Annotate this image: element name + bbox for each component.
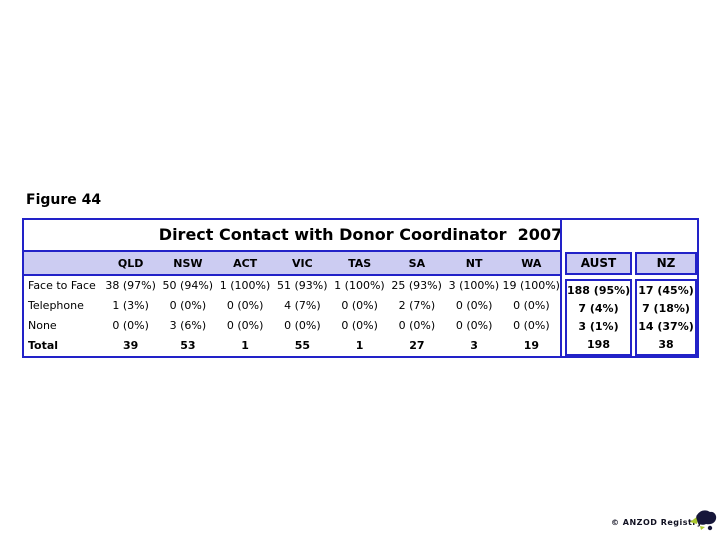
cell-value: 1 [355,339,364,352]
cell-value: 7 (4%) [578,301,619,315]
anzod-registry-credit: © ANZOD Registry [611,518,703,527]
cell-value: 38 (97%) [105,279,156,292]
section-divider [560,220,562,356]
cell-value: 1 (3%) [112,299,149,312]
cell-value: 0 (0%) [169,299,207,312]
cell-value: 3 (1%) [578,320,619,334]
table-row-none: None 0 (0%) 3 (6%) 0 (0%) 0 (0%) 0 (0%) … [24,316,560,336]
cell-value: 0 (0%) [455,299,493,312]
cell-value: 19 (100%) [502,279,560,292]
cell-value: 1 (100%) [334,279,385,292]
column-header-vic: VIC [292,256,313,270]
cell-value: 1 [241,339,249,352]
table-title: Direct Contact with Donor Coordinator 20… [158,225,563,244]
column-header-sa: SA [408,256,426,270]
cell-value: 0 (0%) [398,319,436,332]
cell-value: 0 (0%) [112,319,149,332]
cell-value: 17 (45%) [638,283,694,297]
column-header-wa: WA [521,256,542,270]
cell-value: 0 (0%) [226,299,264,312]
column-header-aust: AUST [565,252,632,275]
cell-value: 3 (6%) [169,319,207,332]
cell-value: 188 (95%) [567,283,631,297]
cell-value: 51 (93%) [276,279,328,292]
anzod-registry-logo-icon [690,510,717,531]
column-header-tas: TAS [348,256,372,270]
table-row-telephone: Telephone 1 (3%) 0 (0%) 0 (0%) 4 (7%) 0 … [24,296,560,316]
cell-value: 55 [294,339,311,352]
cell-value: 53 [180,339,196,352]
cell-value: 4 (7%) [284,299,321,312]
table-row-face-to-face: Face to Face 38 (97%) 50 (94%) 1 (100%) … [24,276,560,296]
column-header-nt: NT [465,256,483,270]
cell-value: 0 (0%) [341,299,378,312]
column-header-nz: NZ [635,252,697,275]
cell-value: 25 (93%) [391,279,442,292]
cell-value: 19 [523,339,540,352]
state-header-row: QLD NSW ACT VIC TAS SA NT WA [24,250,560,276]
cell-value: 3 (100%) [448,279,500,292]
cell-value: 7 (18%) [642,301,690,315]
table-row-total: Total 39 53 1 55 1 27 3 19 [24,336,560,356]
donor-contact-table: Direct Contact with Donor Coordinator 20… [22,218,699,358]
cell-value: 50 (94%) [162,279,214,292]
cell-value: 2 (7%) [398,299,436,312]
cell-value: 0 (0%) [284,319,321,332]
cell-value: 39 [122,339,139,352]
cell-value: 3 [470,339,478,352]
cell-value: 14 (37%) [638,320,694,334]
cell-value: 0 (0%) [513,299,550,312]
column-header-nsw: NSW [173,256,203,270]
cell-value: 0 (0%) [226,319,264,332]
row-label: Total [28,339,59,352]
cell-value: 0 (0%) [513,319,550,332]
cell-value: 38 [658,338,674,352]
cell-value: 0 (0%) [341,319,378,332]
aust-data-column: 188 (95%) 7 (4%) 3 (1%) 198 [565,279,632,356]
cell-value: 27 [409,339,425,352]
cell-value: 0 (0%) [455,319,493,332]
column-header-act: ACT [233,256,258,270]
cell-value: 198 [587,338,610,352]
cell-value: 1 (100%) [219,279,271,292]
row-label: Telephone [28,299,84,312]
row-label: None [28,319,57,332]
state-data-rows: Face to Face 38 (97%) 50 (94%) 1 (100%) … [24,276,560,356]
figure-label: Figure 44 [26,192,102,208]
nz-data-column: 17 (45%) 7 (18%) 14 (37%) 38 [635,279,697,356]
column-header-qld: QLD [117,256,144,270]
row-label: Face to Face [28,279,96,292]
